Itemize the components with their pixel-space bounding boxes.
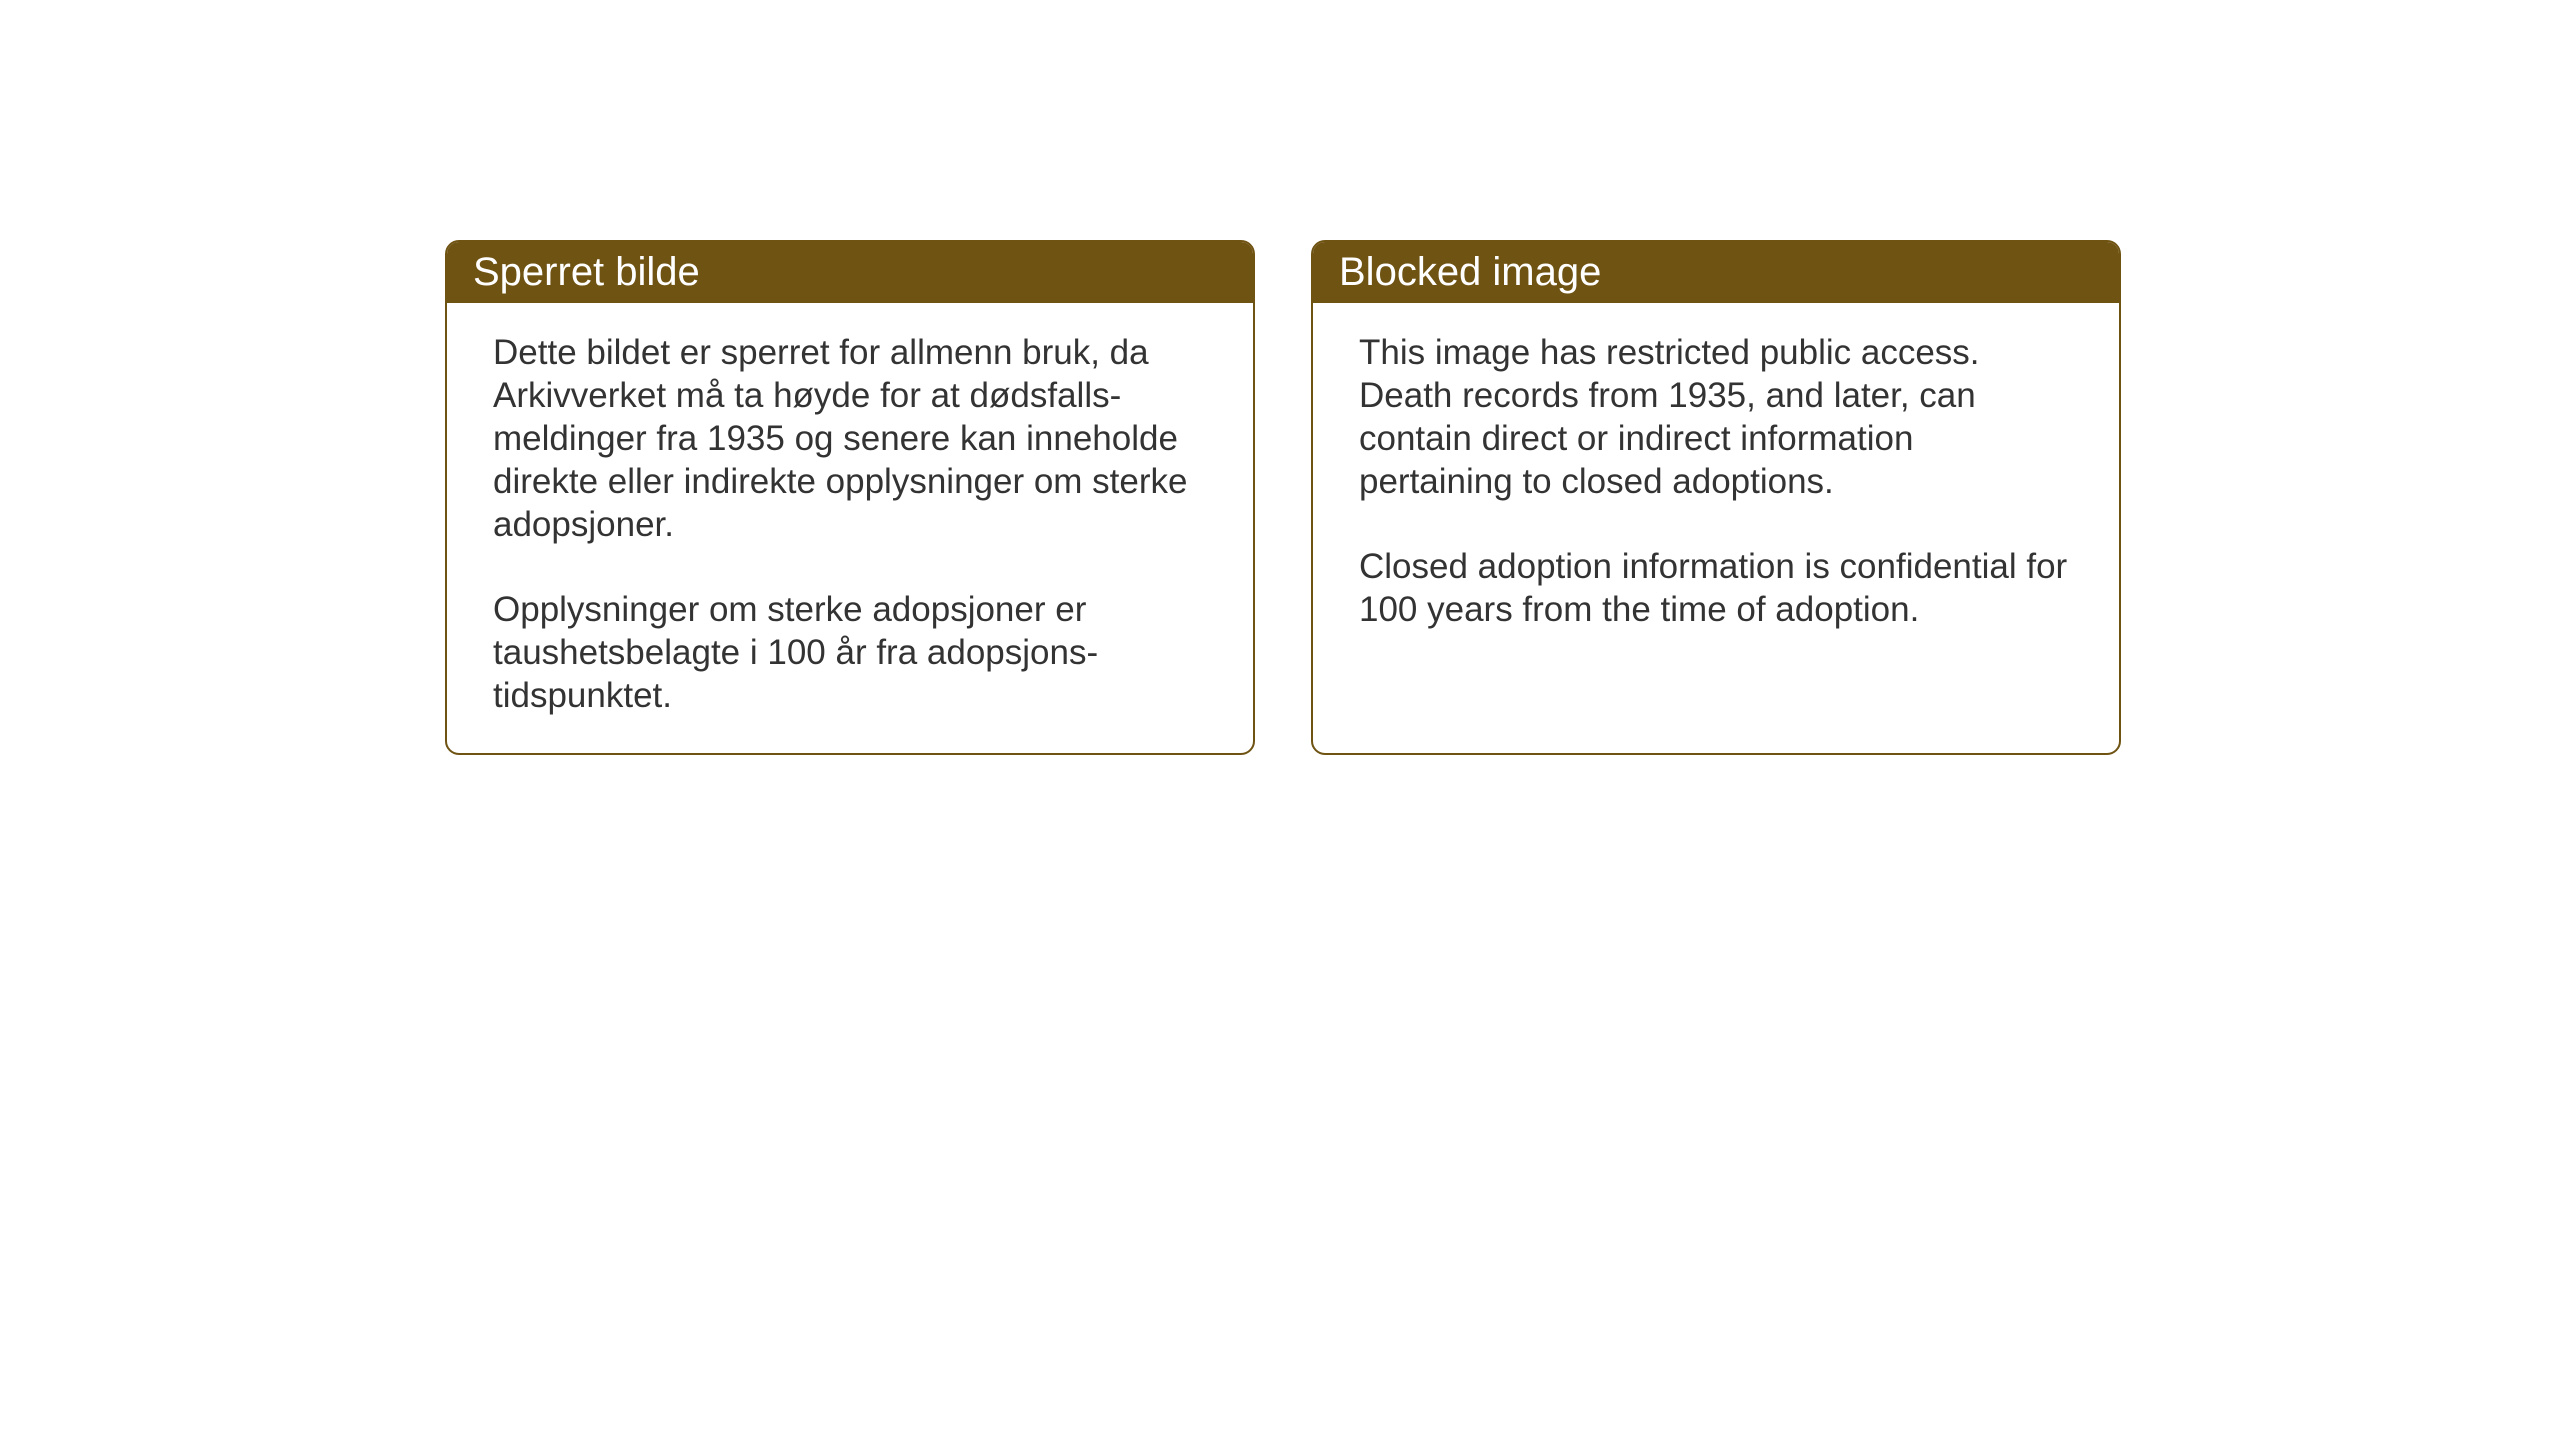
english-card-body: This image has restricted public access.…: [1313, 303, 2119, 743]
info-cards-container: Sperret bilde Dette bildet er sperret fo…: [445, 240, 2121, 755]
norwegian-paragraph-2: Opplysninger om sterke adopsjoner er tau…: [493, 588, 1207, 717]
norwegian-card: Sperret bilde Dette bildet er sperret fo…: [445, 240, 1255, 755]
english-paragraph-2: Closed adoption information is confident…: [1359, 545, 2073, 631]
norwegian-paragraph-1: Dette bildet er sperret for allmenn bruk…: [493, 331, 1207, 546]
english-paragraph-1: This image has restricted public access.…: [1359, 331, 2073, 503]
norwegian-card-title: Sperret bilde: [447, 242, 1253, 303]
english-card: Blocked image This image has restricted …: [1311, 240, 2121, 755]
norwegian-card-body: Dette bildet er sperret for allmenn bruk…: [447, 303, 1253, 753]
english-card-title: Blocked image: [1313, 242, 2119, 303]
